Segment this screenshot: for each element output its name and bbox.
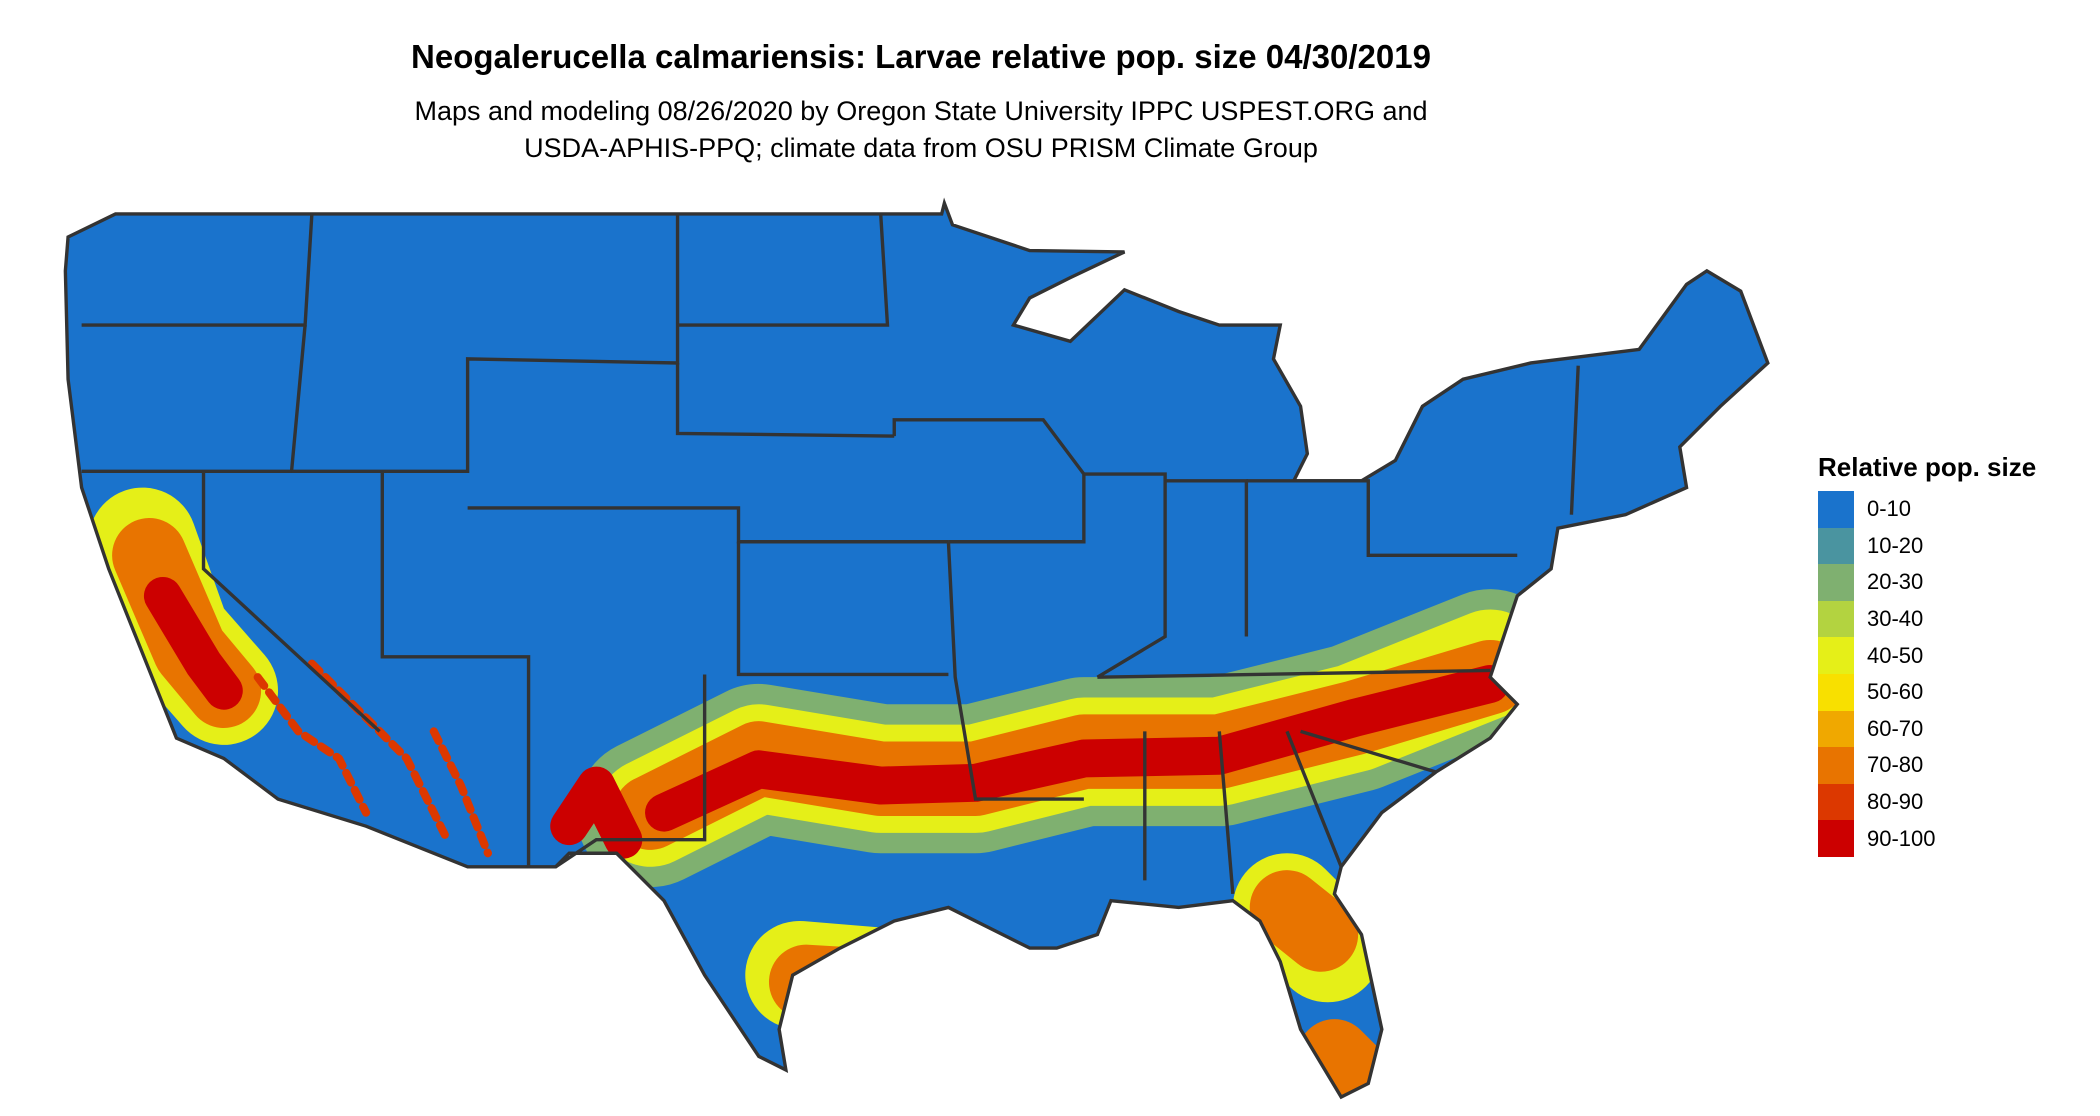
legend-items: 0-10 10-20 20-30 30-40 40-50 50-60 60-70 70-80 8… (1818, 491, 2036, 857)
legend-label: 30-40 (1867, 606, 1924, 632)
legend-label: 90-100 (1867, 825, 1936, 851)
us-land-area (65, 203, 1768, 1098)
map-subtitle-line-1: Maps and modeling 08/26/2020 by Oregon S… (414, 96, 1428, 126)
state-borders (63, 201, 1770, 1099)
legend-label: 40-50 (1867, 642, 1924, 668)
legend-swatch (1818, 491, 1854, 528)
legend-label: 70-80 (1867, 752, 1924, 778)
legend-item: 40-50 (1818, 637, 2036, 674)
legend-swatch (1818, 600, 1854, 638)
legend-item: 80-90 (1818, 783, 2036, 821)
legend-item: 0-10 (1818, 491, 2036, 528)
legend-item: 60-70 (1818, 710, 2036, 748)
legend: Relative pop. size 0-10 10-20 20-30 30-40 40… (1818, 452, 2036, 857)
legend-label: 60-70 (1867, 715, 1924, 741)
legend-item: 70-80 (1818, 747, 2036, 784)
map-subtitle-line-2: USDA-APHIS-PPQ; climate data from OSU PR… (524, 133, 1318, 163)
legend-swatch (1818, 673, 1854, 711)
map-title: Neogalerucella calmariensis: Larvae rela… (411, 38, 1431, 75)
legend-label: 50-60 (1867, 679, 1924, 705)
legend-swatch (1818, 564, 1854, 601)
legend-swatch (1818, 637, 1854, 674)
legend-label: 10-20 (1867, 532, 1924, 558)
legend-swatch (1818, 527, 1854, 565)
legend-swatch (1818, 747, 1854, 784)
legend-swatch (1818, 710, 1854, 748)
legend-label: 80-90 (1867, 789, 1924, 815)
legend-label: 20-30 (1867, 569, 1924, 595)
legend-label: 0-10 (1867, 496, 1912, 522)
legend-item: 50-60 (1818, 673, 2036, 711)
legend-item: 30-40 (1818, 600, 2036, 638)
legend-swatch (1818, 820, 1854, 857)
legend-swatch (1818, 783, 1854, 821)
legend-item: 90-100 (1818, 820, 2036, 857)
legend-item: 10-20 (1818, 527, 2036, 565)
legend-title: Relative pop. size (1818, 452, 2037, 482)
legend-item: 20-30 (1818, 564, 2036, 601)
